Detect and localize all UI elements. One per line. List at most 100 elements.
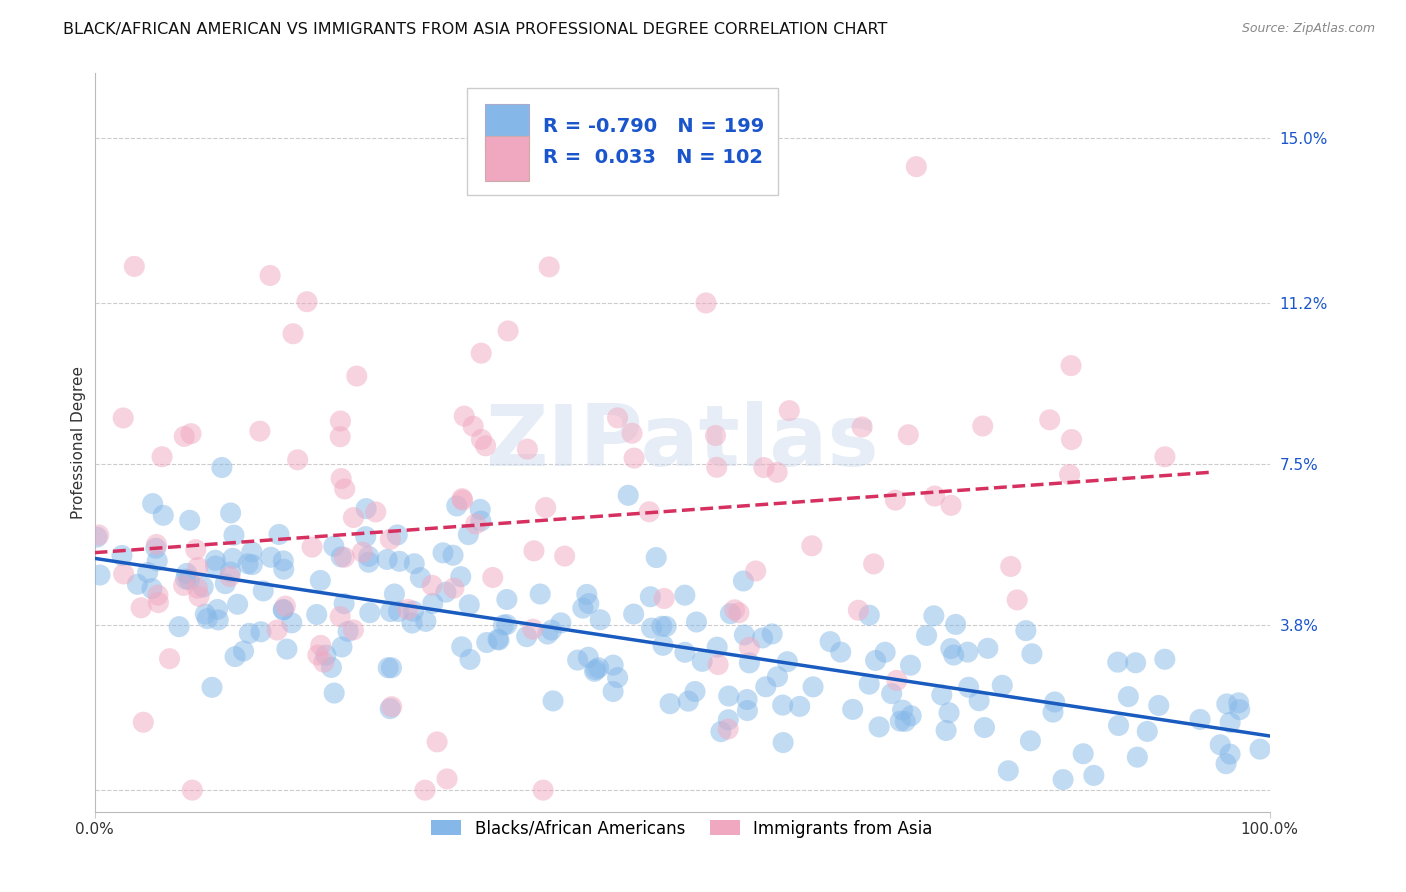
Point [271,554,294,568]
Point [222,551,245,566]
Point [266,623,288,637]
Point [1083,768,1105,782]
Point [380,701,402,715]
Point [329,609,352,624]
Point [281,326,304,341]
Point [387,605,409,619]
Point [404,557,426,571]
Point [575,587,598,601]
Point [492,618,515,632]
Point [880,687,903,701]
Point [330,471,353,485]
Point [588,661,610,675]
Point [193,580,215,594]
Point [606,671,628,685]
Point [858,677,880,691]
Point [865,653,887,667]
Point [710,724,733,739]
Point [755,680,778,694]
Point [673,588,696,602]
Point [496,324,519,338]
Point [683,684,706,698]
Point [295,294,318,309]
Point [606,410,628,425]
Point [621,426,644,441]
Point [718,607,741,621]
Point [915,628,938,642]
Point [652,591,675,606]
Point [900,658,922,673]
Point [281,615,304,630]
Point [470,502,492,516]
Point [1229,703,1251,717]
Point [645,550,668,565]
Point [384,587,406,601]
Point [464,516,486,531]
Point [830,645,852,659]
Point [271,603,294,617]
Text: BLACK/AFRICAN AMERICAN VS IMMIGRANTS FROM ASIA PROFESSIONAL DEGREE CORRELATION C: BLACK/AFRICAN AMERICAN VS IMMIGRANTS FRO… [63,22,887,37]
Point [1216,697,1239,711]
Point [329,430,352,444]
Point [977,641,1000,656]
Point [886,673,908,688]
Point [252,583,274,598]
Point [352,545,374,559]
Point [623,607,645,621]
Point [124,260,146,274]
Point [538,260,561,274]
Point [380,533,402,547]
Point [717,689,740,703]
Point [1059,467,1081,482]
Point [145,537,167,551]
Point [443,581,465,595]
Point [287,452,309,467]
Point [1189,713,1212,727]
Point [1060,433,1083,447]
Text: ZIPatlas: ZIPatlas [485,401,879,484]
Legend: Blacks/African Americans, Immigrants from Asia: Blacks/African Americans, Immigrants fro… [425,813,939,844]
Point [301,540,323,554]
Point [150,450,173,464]
Point [875,645,897,659]
Point [841,702,863,716]
Point [219,565,242,579]
Point [413,783,436,797]
Point [330,549,353,564]
Point [772,735,794,749]
Point [534,500,557,515]
Point [617,488,640,502]
Point [381,699,404,714]
Point [240,545,263,559]
Point [523,544,546,558]
Point [602,658,624,673]
Point [184,542,207,557]
Point [357,555,380,569]
Point [322,539,344,553]
Point [541,694,564,708]
Point [516,630,538,644]
Point [884,493,907,508]
Point [179,513,201,527]
Point [488,632,510,647]
Point [323,686,346,700]
Point [211,460,233,475]
Point [402,604,425,618]
Point [1021,647,1043,661]
Point [738,640,761,655]
Point [422,596,444,610]
Point [728,606,751,620]
Point [972,419,994,434]
Point [141,582,163,596]
Point [540,623,562,637]
Point [967,694,990,708]
Point [426,735,449,749]
Point [737,704,759,718]
Point [945,617,967,632]
Text: Source: ZipAtlas.com: Source: ZipAtlas.com [1241,22,1375,36]
Point [195,612,218,626]
Point [267,527,290,541]
FancyBboxPatch shape [467,87,779,194]
Point [315,648,337,662]
Point [129,600,152,615]
